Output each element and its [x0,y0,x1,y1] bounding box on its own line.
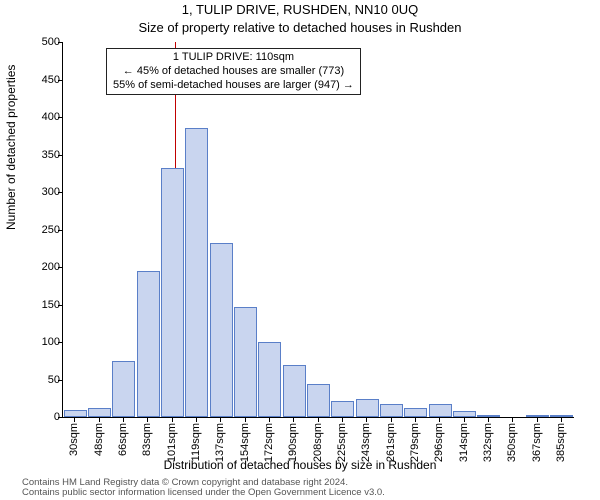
y-tick-label: 200 [22,261,60,273]
x-tick-label: 314sqm [458,423,470,462]
y-tick-mark [58,192,62,193]
histogram-bar [210,243,233,417]
x-tick-label: 66sqm [117,423,129,456]
x-tick-label: 190sqm [287,423,299,462]
x-tick-label: 83sqm [141,423,153,456]
y-tick-mark [58,42,62,43]
annotation-line2: ← 45% of detached houses are smaller (77… [113,65,354,79]
y-tick-label: 400 [22,111,60,123]
histogram-bar [161,168,184,417]
x-tick-mark [488,418,489,422]
annotation-box: 1 TULIP DRIVE: 110sqm ← 45% of detached … [106,48,361,95]
histogram-bar [526,415,549,417]
y-tick-mark [58,80,62,81]
histogram-bar [64,410,87,417]
x-tick-label: 30sqm [68,423,80,456]
footer-line2: Contains public sector information licen… [22,488,385,498]
histogram-bar [258,342,281,417]
histogram-bar [307,384,330,417]
x-tick-label: 385sqm [555,423,567,462]
x-tick-label: 101sqm [166,423,178,462]
histogram-bar [380,404,403,417]
x-tick-label: 279sqm [409,423,421,462]
histogram-bar [331,401,354,418]
x-tick-mark [245,418,246,422]
annotation-line1: 1 TULIP DRIVE: 110sqm [113,51,354,65]
histogram-bar [429,404,452,418]
y-tick-mark [58,155,62,156]
chart-subtitle: Size of property relative to detached ho… [0,20,600,35]
y-tick-mark [58,417,62,418]
x-tick-label: 296sqm [433,423,445,462]
y-tick-label: 350 [22,149,60,161]
x-tick-mark [391,418,392,422]
y-tick-label: 0 [22,411,60,423]
histogram-bar [283,365,306,418]
y-tick-mark [58,230,62,231]
histogram-bar [88,408,111,417]
x-tick-label: 48sqm [93,423,105,456]
y-tick-label: 500 [22,36,60,48]
x-tick-label: 208sqm [312,423,324,462]
y-tick-mark [58,117,62,118]
histogram-bar [137,271,160,417]
y-tick-mark [58,267,62,268]
x-tick-mark [366,418,367,422]
y-tick-label: 250 [22,224,60,236]
y-tick-label: 450 [22,74,60,86]
histogram-bar [234,307,257,417]
histogram-bar [477,415,500,417]
x-tick-label: 225sqm [336,423,348,462]
x-tick-mark [318,418,319,422]
x-tick-mark [172,418,173,422]
histogram-bar [112,361,135,417]
x-tick-mark [147,418,148,422]
x-tick-label: 261sqm [385,423,397,462]
x-tick-label: 154sqm [239,423,251,462]
x-tick-mark [269,418,270,422]
x-tick-mark [415,418,416,422]
y-tick-label: 150 [22,299,60,311]
x-tick-mark [196,418,197,422]
x-tick-mark [342,418,343,422]
y-tick-label: 300 [22,186,60,198]
annotation-line3: 55% of semi-detached houses are larger (… [113,79,354,93]
x-tick-mark [464,418,465,422]
x-tick-label: 119sqm [190,423,202,461]
plot-area [62,42,574,418]
x-tick-mark [512,418,513,422]
histogram-bar [550,415,573,417]
x-tick-label: 332sqm [482,423,494,462]
x-tick-label: 172sqm [263,423,275,462]
histogram-bar [356,399,379,417]
histogram-bar [404,408,427,417]
x-tick-mark [74,418,75,422]
y-tick-mark [58,342,62,343]
histogram-bar [185,128,208,417]
y-tick-label: 100 [22,336,60,348]
footer-text: Contains HM Land Registry data © Crown c… [22,478,385,498]
x-tick-label: 137sqm [214,423,226,462]
x-tick-label: 350sqm [506,423,518,462]
x-tick-mark [220,418,221,422]
y-axis-label: Number of detached properties [4,65,18,230]
histogram-bar [453,411,476,417]
x-tick-label: 367sqm [531,423,543,462]
y-tick-label: 50 [22,374,60,386]
x-tick-mark [99,418,100,422]
x-tick-mark [293,418,294,422]
y-tick-mark [58,380,62,381]
x-tick-mark [123,418,124,422]
x-tick-mark [561,418,562,422]
x-tick-mark [537,418,538,422]
chart-title: 1, TULIP DRIVE, RUSHDEN, NN10 0UQ [0,2,600,17]
y-tick-mark [58,305,62,306]
x-tick-mark [439,418,440,422]
x-tick-label: 243sqm [360,423,372,462]
